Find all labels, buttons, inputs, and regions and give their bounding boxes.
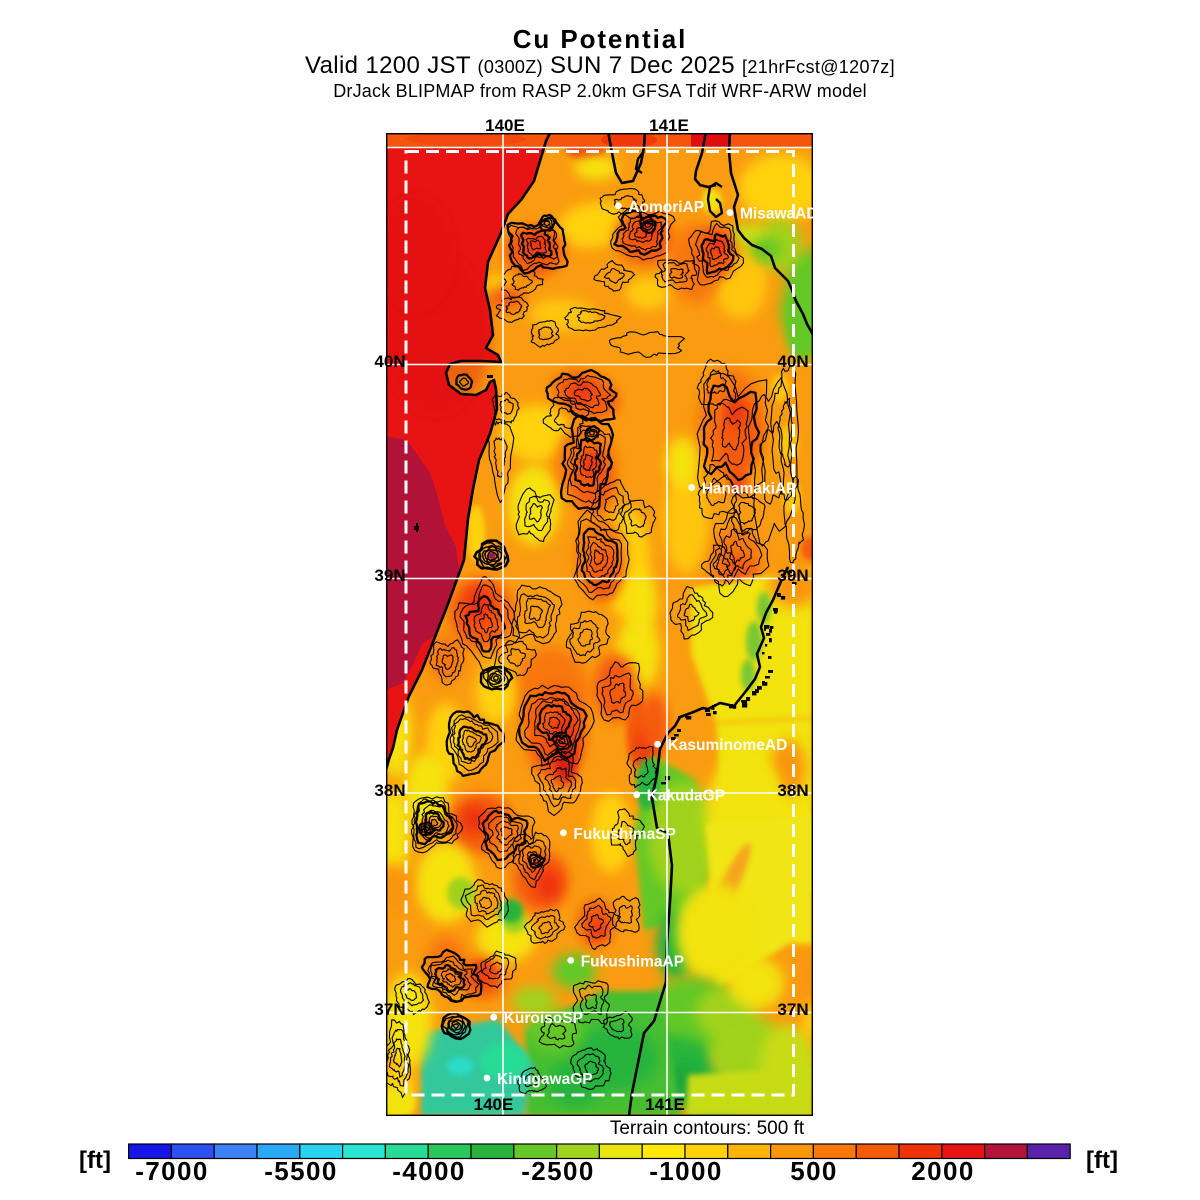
svg-text:KuroisoSP: KuroisoSP bbox=[504, 1010, 583, 1027]
svg-text:KinugawaGP: KinugawaGP bbox=[497, 1071, 593, 1088]
svg-text:AomoriAP: AomoriAP bbox=[628, 199, 704, 216]
svg-text:FukushimaAP: FukushimaAP bbox=[581, 953, 684, 970]
svg-text:HanamakiAP: HanamakiAP bbox=[702, 481, 797, 498]
svg-text:FukushimaSP: FukushimaSP bbox=[573, 826, 676, 843]
svg-text:KasuminomeAD: KasuminomeAD bbox=[668, 737, 788, 754]
svg-text:MisawaAD: MisawaAD bbox=[740, 206, 813, 223]
svg-text:KakudaGP: KakudaGP bbox=[647, 788, 725, 805]
